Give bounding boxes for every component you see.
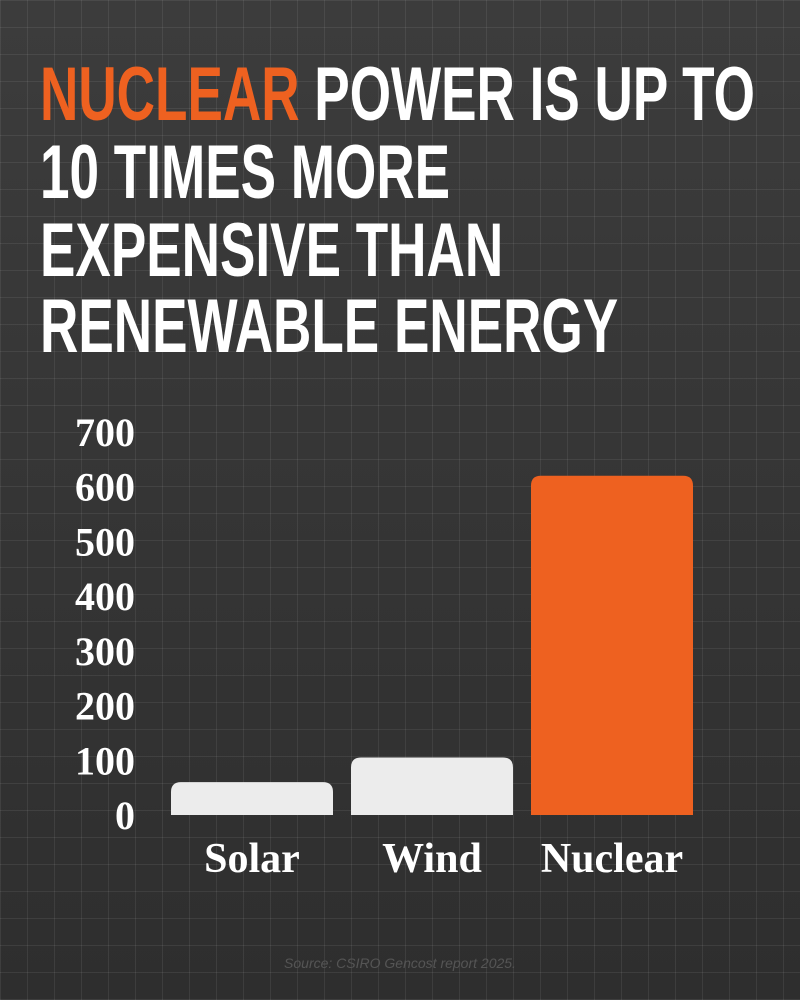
y-tick-label: 200 — [75, 684, 135, 729]
y-tick-label: 600 — [75, 465, 135, 510]
title-line: RENEWABLE ENERGY — [40, 284, 618, 369]
y-tick-label: 500 — [75, 519, 135, 564]
y-tick-label: 400 — [75, 574, 135, 619]
x-tick-label: Wind — [382, 836, 482, 882]
y-tick-label: 0 — [115, 793, 135, 838]
title-highlight: NUCLEAR — [40, 52, 300, 137]
title-line: 10 TIMES MORE — [40, 130, 450, 215]
y-tick-label: 700 — [75, 410, 135, 455]
title-text: 10 TIMES MORE — [40, 130, 450, 215]
y-tick-label: 100 — [75, 738, 135, 783]
title-text: EXPENSIVE THAN — [40, 208, 503, 293]
title-line: EXPENSIVE THAN — [40, 208, 503, 293]
bar — [351, 757, 513, 815]
title-line: NUCLEAR POWER IS UP TO — [40, 52, 755, 137]
title-text: POWER IS UP TO — [314, 52, 755, 137]
source: Source: CSIRO Gencost report 2025. — [284, 955, 516, 971]
title-text: RENEWABLE ENERGY — [40, 284, 618, 369]
bar — [531, 475, 693, 815]
y-tick-label: 300 — [75, 629, 135, 674]
x-tick-label: Solar — [204, 836, 300, 882]
bar — [171, 782, 333, 815]
x-tick-label: Nuclear — [541, 836, 683, 882]
